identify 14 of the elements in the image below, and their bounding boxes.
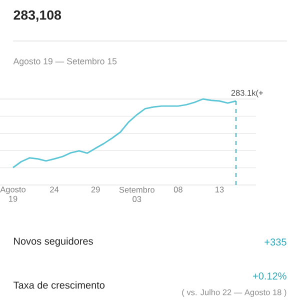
text: Novos seguidores <box>14 237 93 247</box>
x-tick-label: Agosto 19 <box>0 186 26 202</box>
text: +0.12% <box>253 272 286 280</box>
x-tick-label: 13 <box>216 186 224 192</box>
text: Taxa de crescimento <box>13 281 105 289</box>
x-tick-label: 08 <box>174 186 182 192</box>
x-tick-label: 29 <box>91 186 100 192</box>
chart-subtitle: Agosto 19 — Setembro 15 <box>13 58 117 66</box>
chart-title: 283,108 <box>14 10 62 22</box>
text: +335 <box>264 238 286 246</box>
x-tick-label: 24 <box>50 186 59 192</box>
x-tick-label: Setembro 03 <box>119 186 154 202</box>
text: 283.1k(+ <box>231 90 263 98</box>
text: ( vs. Julho 22 — Agosto 18 ) <box>182 289 286 297</box>
